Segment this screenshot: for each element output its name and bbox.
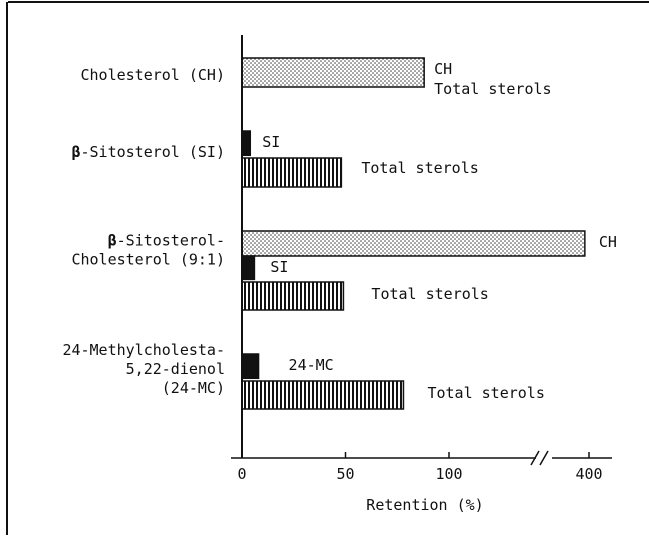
bar-label-total-sterols: Total sterols bbox=[434, 80, 551, 98]
category-label: Cholesterol (9:1) bbox=[71, 251, 225, 269]
x-tick-label: 400 bbox=[575, 465, 602, 483]
axis-break-mark-2 bbox=[539, 450, 549, 466]
x-tick-label: 50 bbox=[336, 465, 354, 483]
bar-total-sterols bbox=[241, 281, 345, 311]
category-label: 24-Methylcholesta- bbox=[62, 341, 225, 359]
bar-ch bbox=[241, 57, 425, 88]
bar-label-total-sterols: Total sterols bbox=[371, 285, 488, 303]
x-tick-label: 0 bbox=[237, 465, 246, 483]
bar-24-mc bbox=[241, 353, 260, 380]
category-label-text: -Sitosterol (SI) bbox=[81, 143, 226, 161]
beta-glyph: β bbox=[108, 232, 117, 250]
bar-total-sterols bbox=[241, 157, 343, 188]
bar-label-total-sterols: Total sterols bbox=[427, 384, 544, 402]
bar-label-ch: CH bbox=[599, 233, 617, 251]
x-ticks: 0 50 100 400 bbox=[237, 452, 603, 483]
bar-label-24-mc: 24-MC bbox=[289, 356, 334, 374]
category-label: β-Sitosterol (SI) bbox=[71, 143, 225, 161]
category-label-text: -Sitosterol- bbox=[117, 232, 225, 250]
bar-label-si: SI bbox=[270, 258, 288, 276]
bar-si bbox=[241, 255, 256, 281]
beta-glyph: β bbox=[71, 143, 80, 161]
bar-ch bbox=[241, 230, 586, 257]
bar-total-sterols bbox=[241, 380, 405, 410]
bar-label-total-sterols: Total sterols bbox=[361, 159, 478, 177]
category-label: (24-MC) bbox=[162, 379, 225, 397]
x-tick-label: 100 bbox=[435, 465, 462, 483]
category-label: Cholesterol (CH) bbox=[81, 66, 226, 84]
category-label: β-Sitosterol- bbox=[108, 232, 225, 250]
category-labels: Cholesterol (CH)β-Sitosterol (SI)β-Sitos… bbox=[62, 66, 225, 397]
x-axis-title: Retention (%) bbox=[366, 496, 483, 514]
category-label: 5,22-dienol bbox=[126, 360, 225, 378]
bar-si bbox=[241, 130, 252, 157]
bar-label-ch: CH bbox=[434, 60, 452, 78]
bar-label-si: SI bbox=[262, 133, 280, 151]
bar-labels: CH Total sterols SI Total sterols CH SI Total … bbox=[262, 60, 617, 402]
axis-break-mark-1 bbox=[530, 450, 540, 466]
